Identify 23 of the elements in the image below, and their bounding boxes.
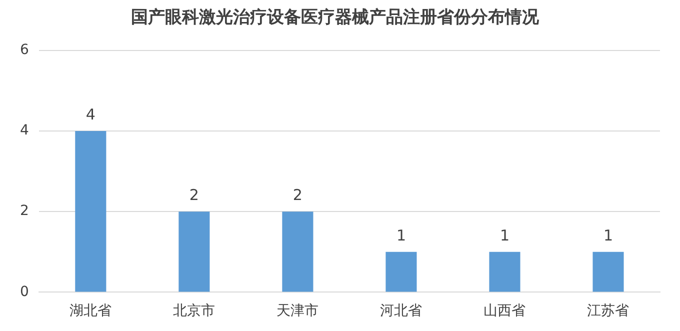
data-label: 2 bbox=[189, 186, 199, 204]
y-tick-label: 4 bbox=[20, 122, 29, 139]
x-tick-label: 江苏省 bbox=[587, 303, 630, 320]
y-tick-label: 6 bbox=[20, 42, 29, 58]
y-tick-label: 2 bbox=[20, 203, 29, 220]
data-label: 1 bbox=[603, 226, 614, 244]
bar bbox=[178, 212, 210, 292]
x-tick-label: 山西省 bbox=[484, 303, 526, 320]
x-tick-label: 北京市 bbox=[173, 303, 216, 320]
x-tick-label: 湖北省 bbox=[70, 303, 112, 320]
data-label: 1 bbox=[500, 226, 510, 244]
bar bbox=[75, 131, 106, 292]
data-label: 2 bbox=[292, 186, 302, 204]
data-label: 4 bbox=[86, 105, 96, 124]
chart-title: 国产眼科激光治疗设备医疗器械产品注册省份分布情况 bbox=[131, 8, 540, 28]
bar bbox=[282, 212, 314, 292]
data-label: 1 bbox=[396, 226, 406, 244]
y-tick-label: 0 bbox=[20, 284, 29, 300]
bar bbox=[489, 252, 520, 292]
x-tick-label: 河北省 bbox=[380, 303, 422, 320]
x-tick-label: 天津市 bbox=[276, 303, 319, 320]
bar bbox=[592, 252, 624, 292]
bar bbox=[386, 252, 417, 292]
